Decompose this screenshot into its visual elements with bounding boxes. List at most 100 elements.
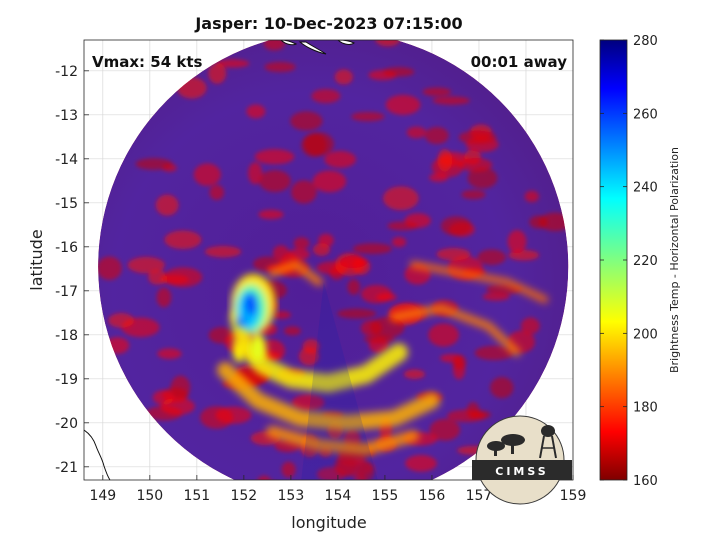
texture-patch [446,409,486,423]
texture-patch [461,189,486,200]
texture-patch [291,180,317,204]
texture-patch [291,394,325,411]
texture-patch [163,267,203,288]
x-tick-label: 157 [466,488,493,504]
y-tick-label: -15 [55,196,78,212]
colorbar-tick-label: 260 [633,107,658,122]
y-tick-label: -13 [55,108,78,124]
coastlines [84,40,355,480]
texture-patch [383,186,419,211]
rain-band [390,304,521,357]
texture-patch [216,59,250,68]
texture-patch [248,162,263,185]
y-tick-label: -20 [55,416,78,432]
texture-patch [369,316,405,338]
core-cell [243,292,258,316]
x-tick-label: 156 [419,488,446,504]
rain-band [266,425,420,456]
texture-patch [263,40,286,51]
texture-patch [429,418,461,441]
cimss-logo: CIMSS [472,415,572,505]
texture-patch [467,167,498,189]
time-away-annotation: 00:01 away [471,53,568,71]
core-cell [249,334,266,362]
x-axis-label: longitude [291,513,366,532]
texture-patch [334,69,353,85]
colorbar-tick-label: 240 [633,181,658,196]
texture-patch [432,96,471,105]
texture-patch [524,190,540,203]
texture-patch [156,287,172,308]
y-axis-ticks: -12 -13 -14 -15 -16 -17 -18 -19 -20 -21 [55,64,89,476]
texture-patch [477,249,506,265]
texture-patch [264,61,296,73]
colorbar-tick-label: 220 [633,254,658,269]
x-tick-label: 150 [136,488,163,504]
core-cell [235,315,248,328]
texture-patch [324,150,357,168]
texture-patch [272,245,290,261]
colorbar-gradient [599,39,628,481]
texture-patch [301,133,327,157]
texture-patch [428,323,460,347]
colorbar-label: Brightness Temp - Horizontal Polarizatio… [668,147,681,373]
texture-patch [258,209,284,220]
colorbar-tick-label: 180 [633,401,658,416]
core-cell [233,342,246,363]
texture-patch [339,256,368,269]
texture-patch [382,67,415,77]
y-tick-label: -17 [55,284,78,300]
texture-patch [135,158,173,170]
texture-patch [403,369,426,380]
texture-patch [347,279,361,295]
swath-seam [300,282,381,480]
texture-patch [375,40,401,47]
swath-image [98,40,569,480]
texture-patch [254,149,295,165]
vmax-annotation: Vmax: 54 kts [92,53,202,71]
cimss-logo-text: CIMSS [495,465,548,478]
x-tick-label: 149 [89,488,116,504]
texture-patch [437,148,453,172]
texture-patch [422,87,452,97]
texture-patch [334,455,358,477]
island-coastline [298,41,327,55]
texture-patch [405,455,437,472]
australia-coastline [84,429,111,480]
texture-patch [258,169,291,192]
plot-area: 149150151152153154155156157158159 -12-13… [55,39,587,505]
texture-patch [281,461,296,478]
colorbar-tick-label: 200 [633,327,658,342]
x-tick-label: 152 [230,488,257,504]
texture-patch [458,130,497,145]
y-tick-label: -21 [55,460,78,476]
texture-patch [337,308,377,319]
convective-core [231,274,276,363]
texture-patch [164,230,202,250]
texture-patch [215,406,252,424]
texture-patch [391,236,407,248]
texture-patch [193,163,221,186]
texture-patch [436,247,471,261]
rain-bands [217,259,549,456]
texture-patch [529,215,548,229]
texture-patch [160,397,195,415]
x-tick-label: 159 [560,488,587,504]
texture-patch [272,310,291,319]
texture-patch [452,355,467,370]
texture-patch [385,94,421,115]
texture-patch [406,126,427,139]
texture-patch [98,256,122,280]
texture-patch [311,88,341,104]
texture-patch [246,104,266,119]
colorbar-tick-label: 280 [633,34,658,49]
texture-patch [429,173,448,182]
chart-title: Jasper: 10-Dec-2023 07:15:00 [194,14,462,33]
texture-patch [108,313,135,328]
texture-patch [155,194,179,216]
texture-patch [209,184,225,200]
y-tick-label: -14 [55,152,78,168]
swath-disc [98,40,569,480]
texture-patch [293,237,310,250]
